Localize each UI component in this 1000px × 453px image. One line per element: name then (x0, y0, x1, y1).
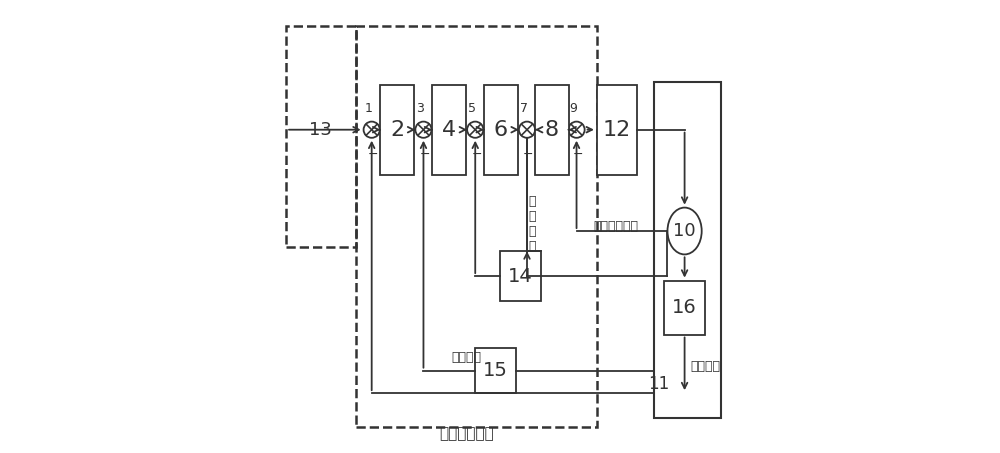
Text: −: − (368, 148, 378, 161)
Text: −: − (420, 148, 430, 161)
Text: 11: 11 (648, 375, 670, 393)
Bar (475, 348, 516, 393)
Text: 1: 1 (365, 102, 372, 115)
Bar (597, 85, 637, 175)
Text: 输出位置: 输出位置 (690, 360, 720, 372)
Bar (535, 85, 569, 175)
Text: 差分提速: 差分提速 (451, 351, 481, 364)
Bar (356, 26, 597, 427)
Text: 12: 12 (603, 120, 631, 140)
Text: 7: 7 (520, 102, 528, 115)
Text: 9: 9 (569, 102, 577, 115)
Text: −: − (471, 148, 482, 161)
Bar (500, 251, 541, 301)
Text: 电机电流反馈: 电机电流反馈 (593, 220, 638, 233)
Text: 16: 16 (672, 298, 697, 317)
Text: 15: 15 (483, 361, 508, 380)
Bar (654, 82, 721, 418)
Text: 2: 2 (390, 120, 404, 140)
Text: 3: 3 (416, 102, 424, 115)
Bar (484, 85, 518, 175)
Text: 差
分
提
速: 差 分 提 速 (529, 195, 536, 253)
Ellipse shape (667, 207, 702, 255)
Bar (432, 85, 466, 175)
Bar (664, 280, 705, 335)
Text: 10: 10 (673, 222, 696, 240)
Text: 6: 6 (494, 120, 508, 140)
Text: 13: 13 (309, 120, 332, 139)
Text: 14: 14 (508, 266, 533, 285)
Text: 5: 5 (468, 102, 476, 115)
Text: 4: 4 (442, 120, 456, 140)
Text: −: − (523, 148, 534, 161)
Bar (286, 26, 356, 247)
Text: 双位置环控制: 双位置环控制 (439, 426, 494, 441)
Bar (380, 85, 414, 175)
Text: 8: 8 (545, 120, 559, 140)
Text: −: − (573, 148, 583, 161)
